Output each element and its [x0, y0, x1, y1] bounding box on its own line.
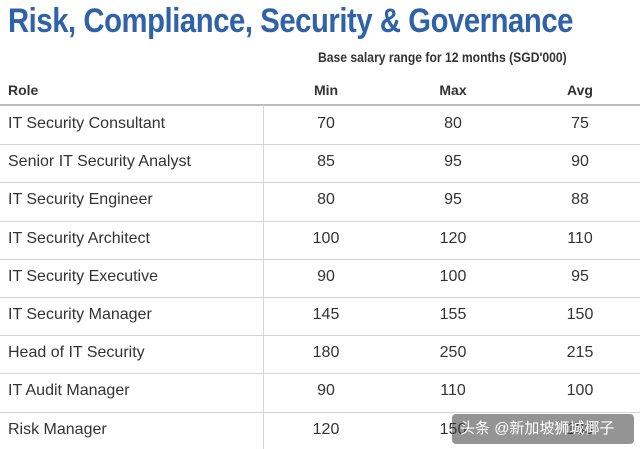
- watermark: 头条 @新加坡狮城椰子: [452, 414, 634, 444]
- salary-cell: 85: [317, 153, 335, 171]
- role-cell: Risk Manager: [8, 420, 107, 438]
- role-cell: Senior IT Security Analyst: [8, 153, 191, 171]
- row-rule: [0, 373, 640, 375]
- salary-cell: 95: [444, 191, 462, 209]
- salary-cell: 100: [566, 382, 594, 400]
- row-rule: [0, 182, 640, 184]
- salary-cell: 100: [312, 229, 340, 247]
- row-rule: [0, 335, 640, 337]
- role-cell: IT Security Consultant: [8, 115, 166, 132]
- column-header: Role: [8, 82, 39, 98]
- role-cell: IT Audit Manager: [8, 382, 130, 400]
- salary-cell: 75: [571, 115, 589, 132]
- salary-cell: 88: [571, 191, 589, 209]
- role-cell: IT Security Executive: [8, 267, 158, 285]
- row-rule: [0, 220, 640, 222]
- salary-cell: 155: [439, 306, 467, 323]
- salary-cell: 150: [566, 306, 594, 323]
- column-header: Max: [439, 82, 467, 98]
- salary-cell: 250: [439, 344, 467, 362]
- salary-cell: 145: [312, 306, 340, 323]
- salary-cell: 110: [567, 229, 593, 247]
- salary-cell: 120: [439, 229, 467, 247]
- salary-cell: 100: [439, 267, 467, 285]
- salary-cell: 80: [444, 115, 462, 132]
- salary-cell: 90: [317, 382, 335, 400]
- role-cell: IT Security Engineer: [8, 191, 153, 209]
- watermark-source: 头条: [460, 420, 491, 437]
- column-header: Avg: [567, 82, 593, 98]
- subtitle: Base salary range for 12 months (SGD'000…: [318, 50, 567, 65]
- row-rule: [0, 411, 640, 413]
- salary-cell: 95: [444, 153, 462, 171]
- row-rule: [0, 258, 640, 260]
- role-cell: IT Security Architect: [8, 229, 150, 247]
- salary-cell: 95: [571, 267, 589, 285]
- salary-cell: 70: [317, 115, 335, 132]
- title: Risk, Compliance, Security & Governance: [8, 2, 573, 40]
- salary-cell: 90: [571, 153, 589, 171]
- salary-cell: 180: [312, 344, 340, 362]
- salary-cell: 120: [312, 420, 340, 438]
- column-rule: [263, 105, 264, 449]
- salary-cell: 110: [440, 382, 466, 400]
- row-rule: [0, 144, 640, 146]
- role-cell: IT Security Manager: [8, 306, 152, 323]
- salary-cell: 215: [566, 344, 594, 362]
- header-rule: [0, 104, 640, 106]
- row-rule: [0, 297, 640, 298]
- role-cell: Head of IT Security: [8, 344, 145, 362]
- salary-cell: 90: [317, 267, 335, 285]
- watermark-account: @新加坡狮城椰子: [494, 420, 615, 437]
- column-header: Min: [313, 82, 339, 98]
- salary-cell: 80: [317, 191, 335, 209]
